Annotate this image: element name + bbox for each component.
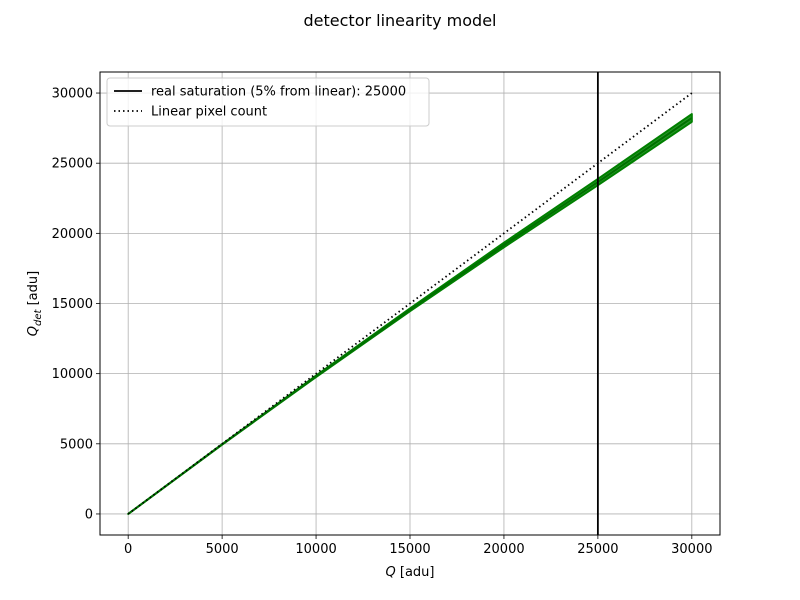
y-tick-label: 10000 <box>52 367 93 382</box>
y-tick-label: 25000 <box>52 157 93 172</box>
y-tick-label: 30000 <box>52 87 93 102</box>
y-tick-label: 15000 <box>52 297 93 312</box>
x-tick-label: 20000 <box>483 542 524 557</box>
x-tick-label: 30000 <box>671 542 712 557</box>
y-tick-label: 20000 <box>52 227 93 242</box>
x-tick-label: 5000 <box>206 542 239 557</box>
legend: real saturation (5% from linear): 25000 … <box>106 77 430 127</box>
x-tick-label: 0 <box>124 542 132 557</box>
chart-title: detector linearity model <box>304 11 497 30</box>
legend-linear-label: Linear pixel count <box>151 105 267 120</box>
axis-ticks: 0 5000 10000 15000 20000 25000 30000 0 5000 10000… <box>52 87 713 557</box>
x-tick-label: 15000 <box>389 542 430 557</box>
x-tick-label: 25000 <box>577 542 618 557</box>
x-tick-label: 10000 <box>295 542 336 557</box>
x-axis-label: Q [adu] <box>386 565 435 580</box>
y-tick-label: 0 <box>85 507 93 522</box>
y-tick-label: 5000 <box>60 437 93 452</box>
legend-box <box>106 77 430 127</box>
legend-saturation-label: real saturation (5% from linear): 25000 <box>151 85 406 100</box>
plot-data <box>127 72 693 535</box>
y-axis-label: Qdet [adu] <box>26 271 44 336</box>
